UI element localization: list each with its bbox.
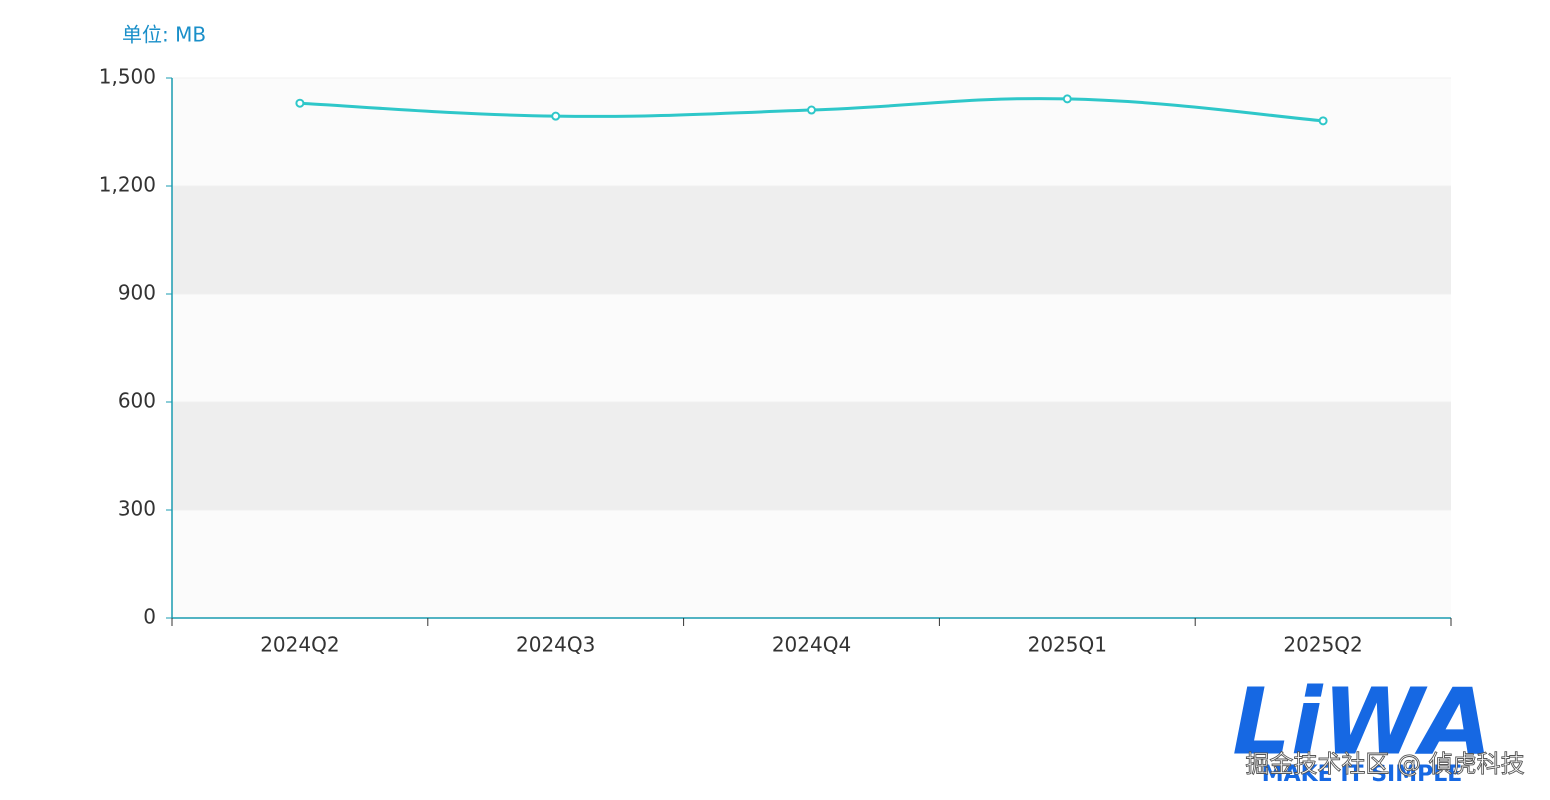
y-tick-label: 300 — [118, 497, 156, 521]
split-area — [172, 510, 1451, 618]
y-tick-label: 1,500 — [99, 65, 156, 89]
watermark-credit: 掘金技术社区 @ 偵虎科技 — [1245, 750, 1524, 778]
x-tick-label: 2024Q2 — [260, 633, 339, 657]
watermark-slogan: MAKE IT SIMPLE — [1262, 762, 1463, 787]
point — [1318, 116, 1328, 126]
point — [807, 105, 816, 115]
y-tick-label: 600 — [118, 389, 156, 413]
x-tick-label: 2025Q2 — [1283, 633, 1362, 657]
point — [551, 111, 561, 121]
y-tick-label: 1,200 — [99, 173, 156, 197]
x-tick-label: 2025Q1 — [1028, 633, 1107, 657]
y-tick-label: 0 — [143, 605, 156, 629]
y-tick-label: 900 — [118, 281, 156, 305]
point — [295, 98, 305, 108]
split-area — [172, 402, 1451, 510]
x-tick-label: 2024Q4 — [772, 633, 851, 657]
split-area — [172, 78, 1451, 186]
split-areas — [172, 78, 1451, 618]
point — [1062, 94, 1072, 104]
y-axis-name: 单位: MB — [122, 23, 206, 47]
x-tick-label: 2024Q3 — [516, 633, 595, 657]
split-area — [172, 294, 1451, 402]
watermark-logo: LiWA — [1232, 668, 1492, 775]
split-area — [172, 186, 1451, 294]
